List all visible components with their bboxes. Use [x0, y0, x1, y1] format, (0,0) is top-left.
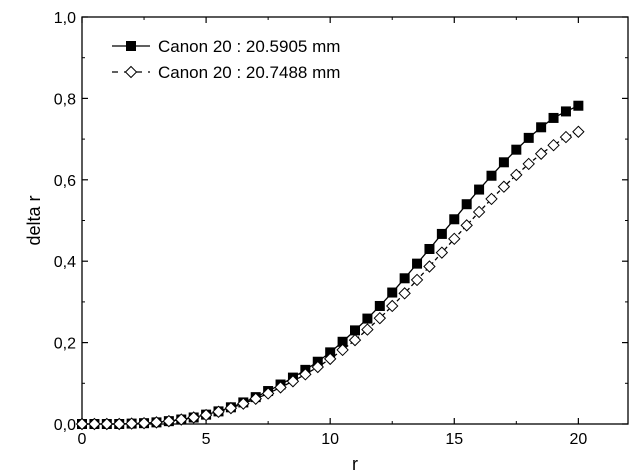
data-point	[361, 323, 374, 336]
data-point	[410, 273, 424, 287]
data-point	[261, 387, 275, 400]
y-tick-label: 0,8	[54, 91, 76, 108]
y-axis-label: delta r	[24, 195, 44, 245]
data-point	[399, 273, 410, 284]
data-point	[412, 258, 423, 269]
data-point	[336, 343, 349, 357]
data-point	[224, 401, 238, 415]
x-tick-label: 15	[445, 431, 463, 448]
axes: 0 5 10 15 20 0,0 0,2 0,4 0,6 0,8 1,0 r delta r	[24, 10, 629, 474]
data-point	[323, 352, 337, 366]
data-point	[435, 246, 449, 259]
legend: Canon 20 : 20.5905 mm Canon 20 : 20.7488 …	[112, 37, 340, 82]
data-point	[386, 299, 399, 313]
data-point	[573, 100, 584, 111]
data-point	[199, 408, 213, 422]
data-point	[299, 368, 312, 381]
y-tick-label: 0,4	[54, 254, 76, 271]
data-point	[187, 411, 200, 424]
data-point	[373, 311, 387, 325]
data-point	[113, 417, 126, 431]
x-tick-label: 0	[78, 431, 87, 448]
data-point	[424, 243, 435, 254]
data-point	[523, 132, 534, 143]
series-2	[75, 125, 585, 431]
data-point	[237, 397, 250, 410]
data-point	[100, 417, 114, 431]
data-point	[249, 392, 262, 405]
data-point	[423, 260, 436, 273]
data-point	[510, 168, 523, 182]
data-point	[75, 417, 89, 431]
legend-entry: Canon 20 : 20.7488 mm	[112, 63, 340, 82]
data-point	[175, 413, 188, 426]
data-point	[162, 414, 176, 428]
data-point	[137, 416, 151, 430]
data-point	[125, 417, 138, 430]
data-point	[362, 313, 373, 324]
legend-label: Canon 20 : 20.7488 mm	[158, 63, 340, 82]
series-1	[77, 100, 584, 429]
data-point	[449, 214, 460, 225]
data-point	[472, 205, 486, 219]
series-line	[82, 131, 579, 425]
x-tick-label: 10	[321, 431, 339, 448]
data-point	[212, 405, 225, 418]
data-point	[460, 219, 473, 232]
data-point	[150, 416, 163, 429]
data-point	[350, 325, 360, 336]
series-line	[82, 105, 579, 425]
data-point	[311, 360, 324, 374]
data-point	[486, 170, 497, 181]
data-point	[374, 300, 385, 311]
legend-label: Canon 20 : 20.5905 mm	[158, 37, 340, 56]
y-tick-label: 0,0	[54, 417, 76, 434]
data-point	[548, 112, 559, 123]
data-point	[572, 125, 585, 138]
data-point	[387, 287, 398, 298]
data-point	[559, 130, 573, 144]
data-point	[274, 381, 287, 394]
data-point	[498, 157, 509, 168]
data-point	[461, 199, 472, 210]
data-point	[547, 138, 560, 152]
data-point	[511, 144, 522, 155]
data-point	[536, 122, 547, 133]
data-point	[522, 157, 535, 171]
y-tick-label: 0,2	[54, 336, 76, 353]
series-layer	[75, 100, 585, 431]
x-tick-label: 5	[202, 431, 211, 448]
data-point	[436, 228, 447, 239]
x-axis-label: r	[352, 454, 358, 474]
data-point	[88, 417, 101, 431]
data-point	[348, 333, 362, 347]
data-point	[485, 192, 498, 206]
legend-marker	[126, 41, 136, 51]
data-point	[534, 147, 548, 160]
legend-marker	[124, 65, 138, 79]
y-tick-label: 0,6	[54, 173, 76, 190]
data-point	[560, 106, 571, 117]
x-tick-label: 20	[569, 431, 587, 448]
data-point	[448, 232, 461, 246]
legend-entry: Canon 20 : 20.5905 mm	[112, 37, 340, 56]
data-point	[286, 375, 300, 388]
y-tick-label: 1,0	[54, 10, 76, 27]
data-point	[474, 184, 485, 195]
data-point	[497, 180, 511, 193]
data-point	[398, 287, 411, 300]
